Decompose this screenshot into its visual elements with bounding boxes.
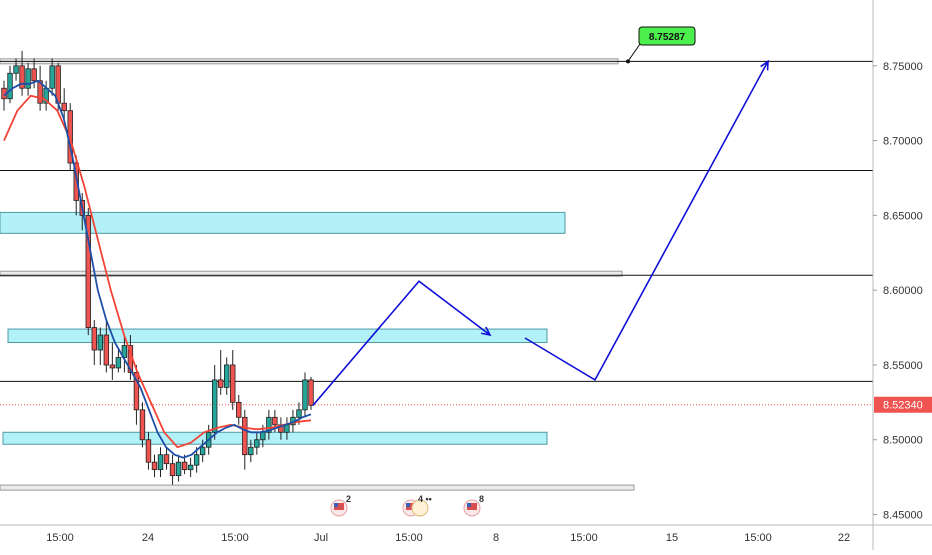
flag-stripes: [334, 503, 344, 510]
candle[interactable]: [85, 214, 91, 328]
event-flag-icon[interactable]: 4 ••: [402, 494, 432, 517]
candles-layer: [1, 50, 314, 485]
candle[interactable]: [284, 424, 290, 433]
y-tick-label: 8.45000: [883, 510, 923, 522]
candle[interactable]: [224, 364, 230, 388]
flag-stripes: [406, 503, 416, 510]
candle[interactable]: [308, 379, 314, 406]
y-tick-label: 8.75000: [883, 61, 923, 73]
candle[interactable]: [25, 68, 31, 89]
projection-arrowhead: [760, 59, 769, 71]
x-tick-label: 22: [838, 532, 850, 544]
support-zone[interactable]: [0, 211, 566, 234]
y-tick-label: 8.50000: [883, 435, 923, 447]
x-tick-label: 15:00: [744, 532, 772, 544]
candle[interactable]: [266, 416, 272, 433]
candle[interactable]: [193, 454, 200, 466]
support-zone[interactable]: [7, 328, 548, 344]
candle[interactable]: [49, 65, 55, 89]
projection-path-target[interactable]: [524, 60, 769, 382]
target-callout-line: [627, 43, 641, 62]
candle[interactable]: [272, 416, 278, 426]
current-price-tag[interactable]: [874, 396, 932, 413]
level-band[interactable]: [0, 270, 623, 277]
candle[interactable]: [139, 409, 146, 441]
candle[interactable]: [260, 431, 266, 441]
candle[interactable]: [218, 379, 224, 388]
flag-badge-circle: [411, 499, 429, 517]
current-price-label: 8.52340: [883, 400, 923, 412]
candle[interactable]: [296, 409, 302, 418]
candle[interactable]: [61, 102, 67, 112]
support-zone[interactable]: [2, 431, 548, 445]
flag-canton: [334, 503, 338, 507]
x-tick-label: 15:00: [395, 532, 423, 544]
event-count-label: 2: [346, 494, 351, 504]
candle[interactable]: [211, 379, 218, 433]
candle[interactable]: [163, 454, 170, 465]
x-tick-label: 8: [493, 532, 499, 544]
candle[interactable]: [37, 80, 43, 104]
candle[interactable]: [169, 463, 176, 477]
candle[interactable]: [242, 416, 248, 456]
y-tick-label: 8.65000: [883, 210, 923, 222]
candle[interactable]: [19, 65, 25, 89]
candle[interactable]: [157, 454, 164, 471]
flag-stripes: [467, 503, 477, 510]
candle[interactable]: [145, 439, 152, 463]
x-tick-label: 15: [666, 532, 678, 544]
levels-layer: [0, 60, 873, 406]
candle[interactable]: [133, 372, 140, 411]
candle[interactable]: [199, 446, 206, 456]
candle[interactable]: [103, 334, 110, 366]
price-axis[interactable]: [873, 0, 932, 550]
candle[interactable]: [230, 364, 236, 403]
candle[interactable]: [254, 439, 260, 448]
projection-layer: 8.75287: [312, 26, 769, 406]
candle[interactable]: [236, 401, 242, 418]
target-callout-dot: [626, 59, 630, 64]
x-tick-label: Jul: [314, 532, 328, 544]
candle[interactable]: [13, 65, 19, 74]
candle[interactable]: [109, 364, 116, 369]
candle[interactable]: [115, 357, 122, 369]
candle[interactable]: [91, 327, 97, 351]
flag-canton: [467, 503, 471, 507]
events-layer: 2 4 •• 8: [330, 494, 484, 517]
y-tick-label: 8.70000: [883, 136, 923, 148]
zones-layer: [0, 58, 635, 491]
target-price-badge[interactable]: [638, 26, 696, 46]
event-count-label: 8: [479, 494, 484, 504]
candle[interactable]: [31, 68, 37, 82]
candle[interactable]: [248, 446, 254, 456]
y-tick-label: 8.55000: [883, 360, 923, 372]
candle[interactable]: [302, 379, 308, 411]
target-price-label: 8.75287: [649, 32, 686, 43]
ema-fast-line: [3, 79, 312, 459]
candle[interactable]: [73, 162, 79, 201]
x-tick-label: 15:00: [221, 532, 249, 544]
candle[interactable]: [187, 464, 194, 471]
candle[interactable]: [97, 334, 104, 351]
x-tick-label: 24: [142, 532, 154, 544]
flag-canton: [406, 503, 410, 507]
moving-averages-layer: [3, 79, 312, 459]
candle[interactable]: [181, 461, 188, 471]
candle[interactable]: [151, 461, 158, 471]
projection-path[interactable]: [312, 280, 491, 406]
level-band[interactable]: [0, 484, 635, 491]
projection-arrowhead: [481, 326, 492, 337]
x-tick-label: 15:00: [570, 532, 598, 544]
event-flag-icon[interactable]: 2: [330, 494, 351, 517]
event-flag-icon[interactable]: 8: [463, 494, 484, 517]
candle[interactable]: [7, 72, 13, 100]
candle[interactable]: [175, 461, 182, 477]
event-count-label: 4 ••: [418, 494, 432, 504]
y-tick-label: 8.60000: [883, 285, 923, 297]
ema-slow-line: [3, 94, 312, 449]
x-tick-label: 15:00: [46, 532, 74, 544]
